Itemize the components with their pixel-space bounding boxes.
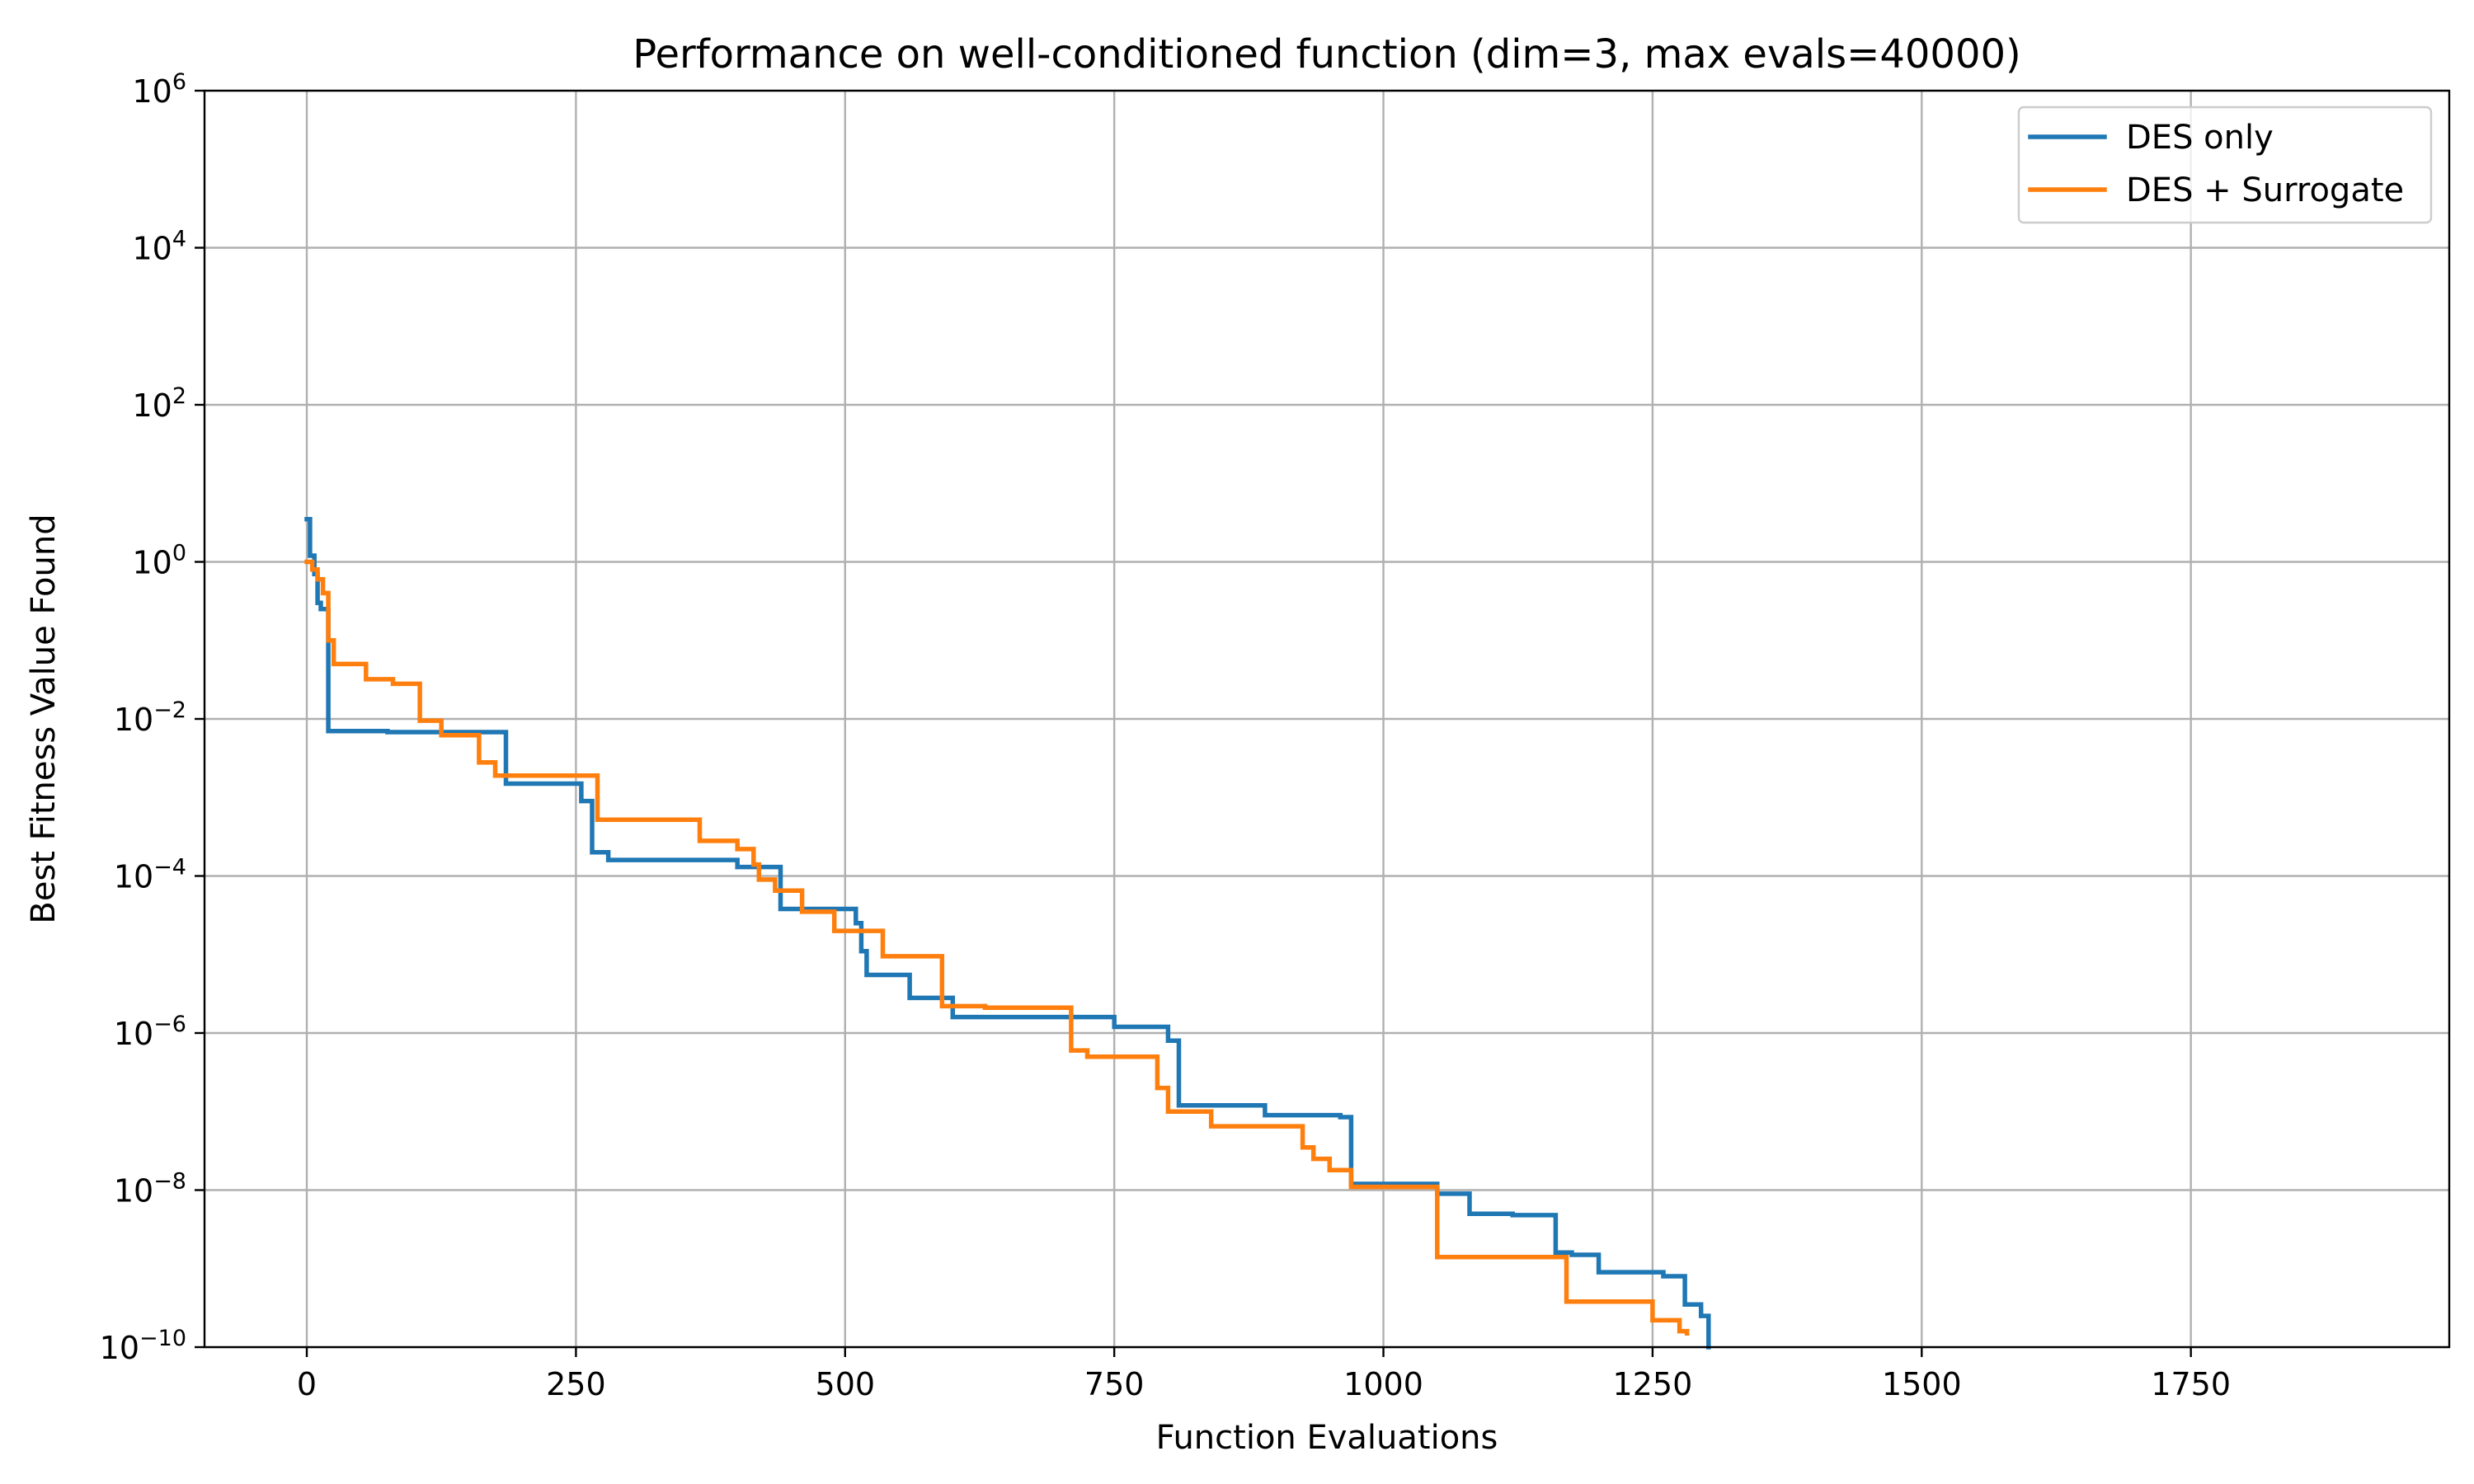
series-lines	[304, 516, 1711, 1350]
legend: DES only DES + Surrogate	[2017, 106, 2433, 224]
y-tick-label: 100	[132, 541, 186, 581]
y-tick-label: 102	[132, 383, 186, 424]
y-tick-label: 106	[132, 69, 186, 110]
x-tick-label: 1250	[1613, 1366, 1693, 1402]
y-tick-label: 10−6	[114, 1012, 186, 1052]
x-tick-label: 250	[546, 1366, 606, 1402]
legend-label-des-surrogate: DES + Surrogate	[2126, 171, 2404, 209]
series-line-des-only	[304, 516, 1711, 1350]
legend-box	[2017, 106, 2433, 224]
y-tick-label: 10−2	[114, 697, 186, 738]
y-tick-label: 10−10	[100, 1326, 186, 1366]
series-line-des-surrogate	[304, 559, 1690, 1336]
y-tick-label: 10−8	[114, 1169, 186, 1209]
legend-label-des-only: DES only	[2126, 119, 2274, 157]
x-tick-label: 0	[297, 1366, 317, 1402]
x-tick-label: 1000	[1343, 1366, 1423, 1402]
y-tick-label: 10−4	[114, 855, 186, 895]
axis-ticks: 0 250 500 750 1000 1250 1500 1750 10−10 10−8 10−6 1…	[100, 69, 2231, 1402]
y-axis-label: Best Fitness Value Found	[25, 514, 63, 923]
x-tick-label: 750	[1084, 1366, 1145, 1402]
x-tick-label: 500	[816, 1366, 876, 1402]
chart-title: Performance on well-conditioned function…	[633, 31, 2021, 77]
x-tick-label: 1750	[2151, 1366, 2231, 1402]
x-axis-label: Function Evaluations	[1156, 1419, 1498, 1457]
x-tick-label: 1500	[1882, 1366, 1962, 1402]
y-tick-label: 104	[132, 227, 186, 267]
